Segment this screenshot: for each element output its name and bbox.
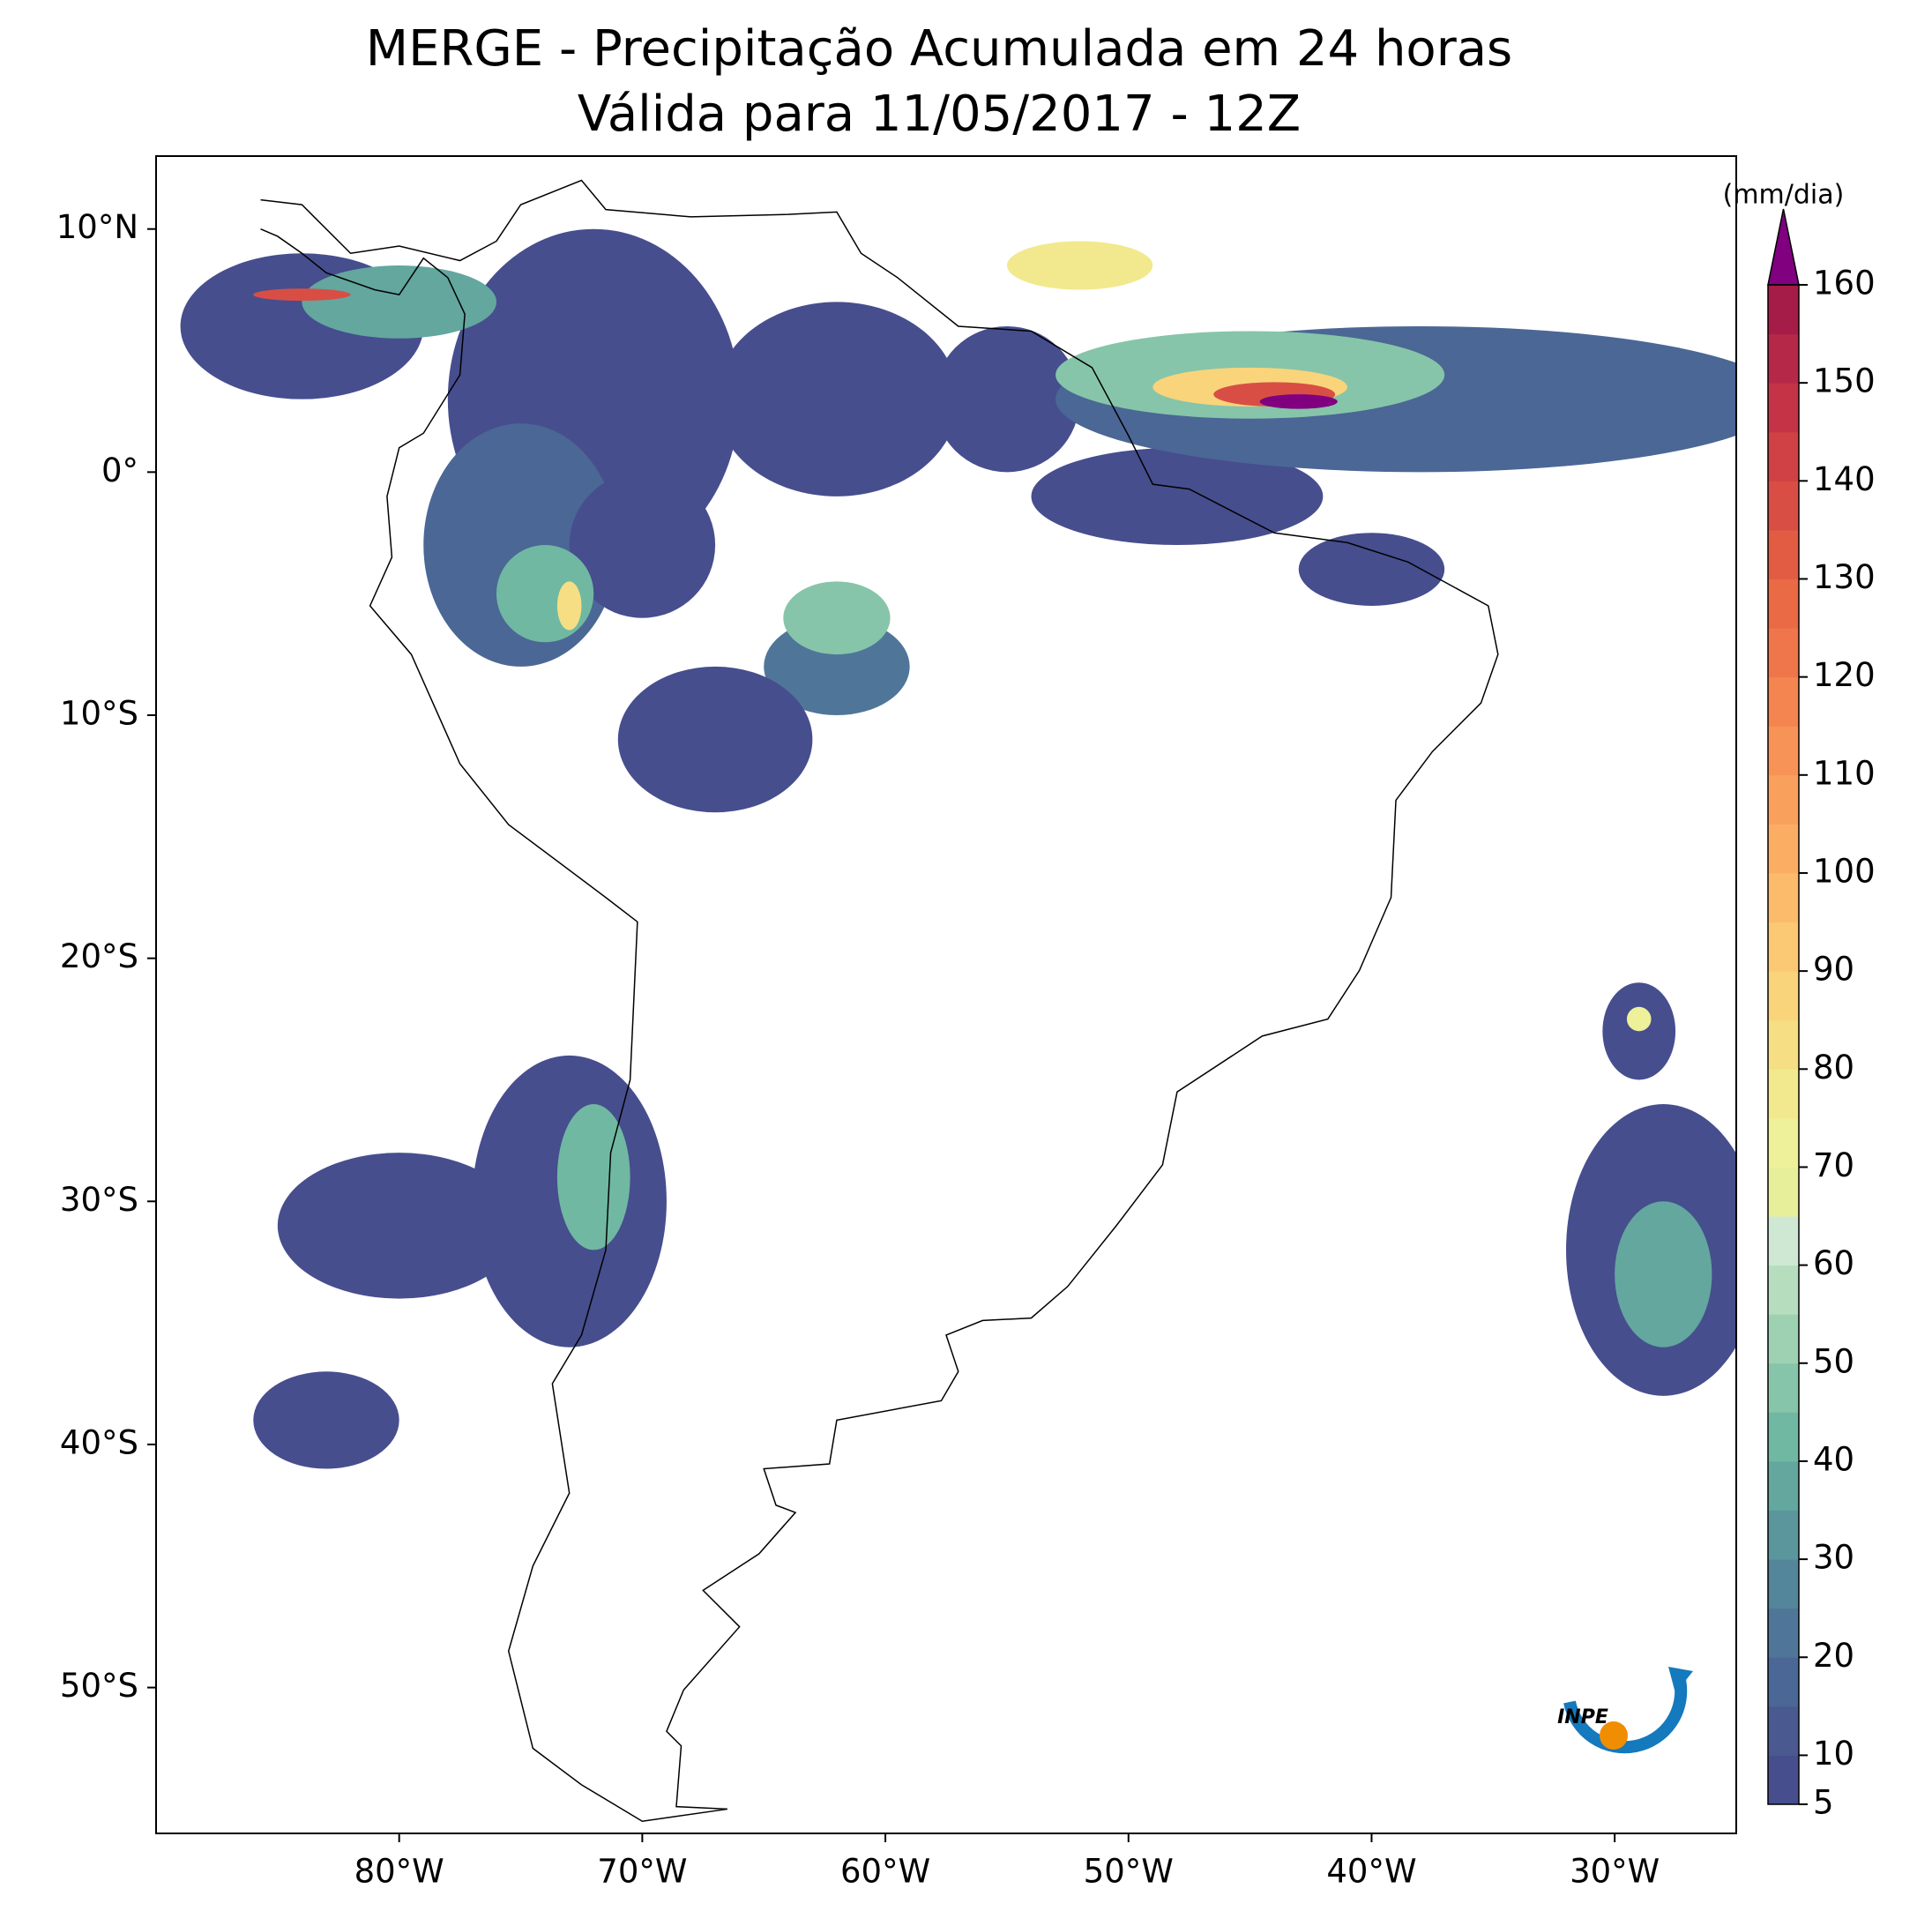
colorbar-tick-label: 90 [1813,951,1854,989]
title: MERGE - Precipitação Acumulada em 24 hor… [366,20,1512,78]
colorbar-segment [1768,1510,1799,1560]
colorbar-tick-label: 20 [1813,1637,1854,1675]
coastline [261,181,1498,1822]
colorbar-tick-label: 50 [1813,1342,1854,1380]
colorbar-segment [1768,1559,1799,1609]
colorbar-segment [1768,872,1799,923]
colorbar-frame [1767,284,1800,1805]
subtitle: Válida para 11/05/2017 - 12Z [578,86,1301,143]
map-layer [180,181,1736,1822]
colorbar-segment [1768,431,1799,481]
colorbar-segment [1768,726,1799,776]
colorbar-segment [1768,1412,1799,1462]
colorbar-segment [1768,383,1799,433]
colorbar-segment [1768,1755,1799,1805]
colorbar-segment [1768,285,1799,335]
colorbar-segment [1768,676,1799,727]
colorbar-segment [1768,922,1799,972]
y-tick-label: 30°S [60,1181,138,1219]
colorbar-segment [1768,628,1799,678]
colorbar-tick-label: 100 [1813,852,1876,890]
colorbar-tick-label: 40 [1813,1440,1854,1478]
y-tick-label: 20°S [60,937,138,975]
y-tick-label: 40°S [60,1423,138,1461]
colorbar-tick-label: 30 [1813,1539,1854,1577]
x-tick-label: 30°W [1570,1853,1660,1891]
x-tick-label: 60°W [840,1853,930,1891]
colorbar-tick-label: 130 [1813,558,1876,596]
colorbar-segment [1768,1019,1799,1070]
colorbar-tick-label: 110 [1813,754,1876,792]
colorbar-segment [1768,971,1799,1021]
colorbar-segment [1768,1608,1799,1658]
colorbar-segment [1768,1460,1799,1512]
x-tick-label: 50°W [1084,1853,1174,1891]
y-tick-label: 10°N [56,208,138,246]
logo: INPE [1557,1667,1693,1754]
x-tick-label: 40°W [1326,1853,1416,1891]
colorbar-segment [1768,774,1799,825]
colorbar-segment [1768,333,1799,384]
colorbar-segment [1768,481,1799,531]
colorbar-segment [1768,1216,1799,1266]
colorbar-tick-label: 70 [1813,1146,1854,1184]
colorbar-segment [1768,1706,1799,1756]
x-tick-label: 70°W [597,1853,687,1891]
map-area [180,181,1736,1822]
colorbar-tick-label: 60 [1813,1244,1854,1282]
colorbar-tick-label: 140 [1813,460,1876,498]
colorbar-tick-label: 80 [1813,1049,1854,1086]
colorbar-segment [1768,1657,1799,1707]
y-tick-label: 50°S [60,1667,138,1705]
colorbar-segment [1768,1117,1799,1168]
colorbar-segment [1768,1265,1799,1315]
y-tick-label: 0° [101,452,138,489]
colorbar-tick-label: 160 [1813,265,1876,302]
y-tick-label: 10°S [60,695,138,733]
colorbar-tick-label: 5 [1813,1784,1834,1822]
colorbar-tick-label: 120 [1813,656,1876,694]
colorbar-segment [1768,579,1799,629]
precipitation [180,228,1736,1469]
logo-text: INPE [1557,1706,1608,1728]
colorbar-segment [1768,529,1799,579]
map-frame [155,155,1737,1834]
colorbar-tick-label: 150 [1813,362,1876,400]
colorbar-extend [1767,208,1800,286]
colorbar-segment [1768,824,1799,874]
colorbar-segment [1768,1362,1799,1413]
colorbar-segment [1768,1314,1799,1364]
colorbar-segment [1768,1069,1799,1119]
colorbar-tick-label: 10 [1813,1735,1854,1773]
colorbar-segment [1768,1167,1799,1217]
colorbar-label: (mm/dia) [1723,180,1845,211]
x-tick-label: 80°W [354,1853,444,1891]
